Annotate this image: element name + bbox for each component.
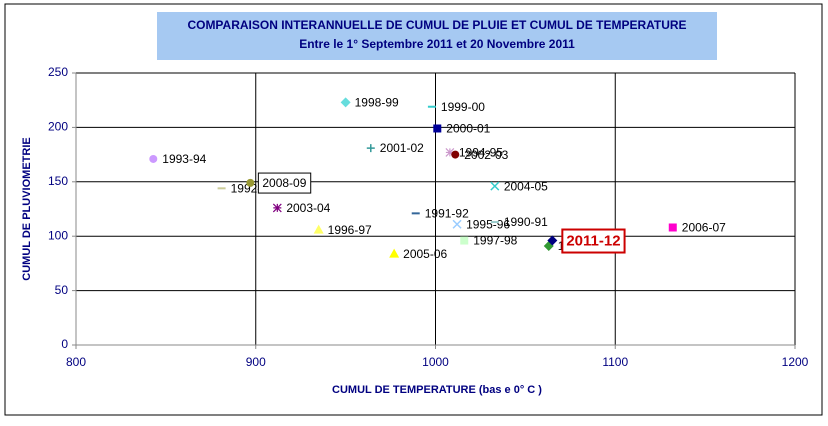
point-label: 1993-94 [162,152,206,166]
y-axis-title: CUMUL DE PLUVIOMETRIE [21,137,33,280]
point [366,144,375,153]
point-label: 1996-97 [328,223,372,237]
point [547,235,558,246]
point [452,219,462,229]
point-label: 2011-12 [566,233,620,250]
point [433,124,442,133]
x-tick-label: 900 [246,355,266,369]
x-axis-title: CUMUL DE TEMPERATURE (bas e 0° C ) [332,384,542,396]
point-label: 1991-92 [425,207,469,221]
point [313,224,324,234]
point-label: 2005-06 [403,247,447,261]
y-tick-label: 200 [48,120,68,134]
point [389,248,400,258]
x-tick-label: 1100 [602,355,628,369]
chart-subtitle: Entre le 1° Septembre 2011 et 20 Novembr… [299,37,575,51]
point [668,223,677,232]
point-label: 2001-02 [380,141,424,155]
point [451,150,460,159]
chart-border [4,3,823,416]
label-box: 2011-12 [561,228,626,254]
point-label: 1997-98 [473,234,517,248]
y-tick-label: 150 [48,174,68,188]
point-label: 2000-01 [446,122,490,136]
y-tick-label: 50 [55,283,69,297]
y-tick-label: 0 [61,337,68,351]
x-tick-label: 1200 [782,355,809,369]
point-label: 2002-03 [464,148,508,162]
point [272,203,282,213]
chart-title: COMPARAISON INTERANNUELLE DE CUMUL DE PL… [187,18,686,32]
point-label: 1998-99 [355,96,399,110]
y-tick-label: 100 [48,228,68,242]
point-label: 1995-96 [466,217,510,231]
point-label: 2004-05 [504,179,548,193]
label-box-frame [561,228,626,254]
point [490,181,500,191]
x-tick-label: 1000 [422,355,449,369]
point-label: 2003-04 [286,201,330,215]
label-box-frame [257,172,312,194]
point-label: 1990-91 [504,215,548,229]
point-label: 1994-95 [459,146,503,160]
point-label: 2006-07 [682,221,726,235]
y-tick-label: 250 [48,65,68,79]
point [149,154,158,163]
label-box: 2008-09 [257,172,312,194]
point-label: 2008-09 [262,176,306,190]
point [340,97,351,108]
point [246,178,255,187]
point [460,236,469,245]
point [445,147,455,157]
title-box [157,12,717,60]
point-label: 1999-00 [441,100,485,114]
x-tick-label: 800 [66,355,86,369]
